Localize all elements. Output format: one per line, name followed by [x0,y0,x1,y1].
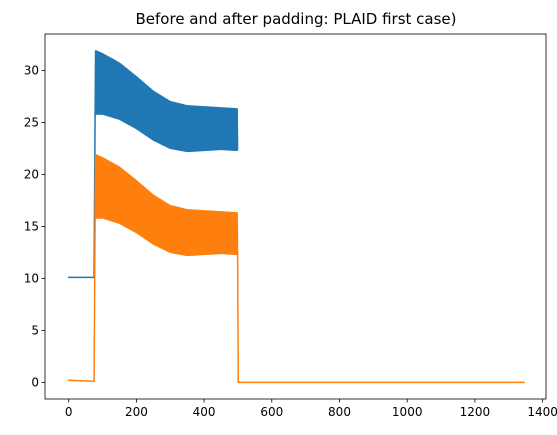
y-tick-label: 0 [31,376,39,390]
series-1-segment-1 [93,217,96,383]
series-1-segment-0 [67,379,95,383]
y-tick-label: 20 [24,168,39,182]
y-tick-label: 25 [24,116,39,130]
y-axis: 0 5 10 15 20 25 30 [24,64,45,390]
y-tick-label: 15 [24,220,39,234]
series-1-line [67,154,525,384]
axes-frame [44,33,547,400]
x-tick-label: 1200 [460,405,491,419]
x-tick-label: 400 [193,405,216,419]
y-tick-label: 10 [24,272,39,286]
x-tick-label: 600 [260,405,283,419]
y-tick-label: 30 [24,64,39,78]
x-tick-label: 200 [125,405,148,419]
x-axis: 0 200 400 600 800 1000 1200 1400 [65,399,557,419]
series-0-oscillation [94,50,239,153]
series-1-oscillation [94,154,239,257]
x-tick-label: 1400 [527,405,557,419]
chart-title: Before and after padding: PLAID first ca… [136,10,457,28]
series-1-segment-2 [236,253,240,384]
x-tick-label: 1000 [392,405,423,419]
x-tick-label: 0 [65,405,73,419]
y-tick-label: 5 [31,324,39,338]
x-tick-label: 800 [328,405,351,419]
series-layer [67,50,525,384]
